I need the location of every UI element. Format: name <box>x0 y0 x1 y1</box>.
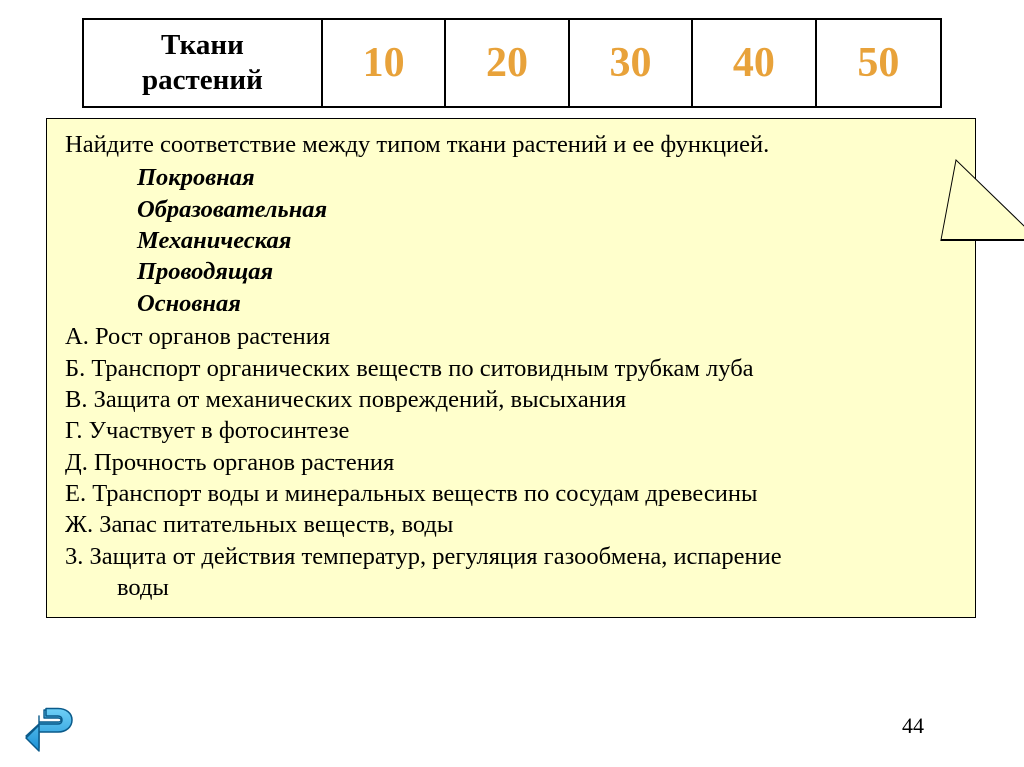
points-40[interactable]: 40 <box>693 20 816 106</box>
option-key: В. <box>65 386 87 413</box>
option-key: Е. <box>65 480 86 507</box>
option-text: Рост органов растения <box>95 323 330 350</box>
option-text: Запас питательных веществ, воды <box>99 511 453 538</box>
points-10[interactable]: 10 <box>323 20 446 106</box>
back-button[interactable] <box>24 705 74 753</box>
option-3-cont: воды <box>117 572 957 603</box>
question-callout: Найдите соответствие между типом ткани р… <box>46 118 976 618</box>
option-text: Защита от механических повреждений, высы… <box>94 386 627 413</box>
tissue-item: Проводящая <box>137 256 957 287</box>
option-text: Участвует в фотосинтезе <box>89 417 350 444</box>
points-table: Ткани растений 10 20 30 40 50 <box>82 18 942 108</box>
option-key: Д. <box>65 449 88 476</box>
option-key: Ж. <box>65 511 93 538</box>
points-30[interactable]: 30 <box>570 20 693 106</box>
tissue-item: Механическая <box>137 225 957 256</box>
option-v: В. Защита от механических повреждений, в… <box>65 384 957 415</box>
option-key: Б. <box>65 355 85 382</box>
option-key: 3. <box>65 543 83 570</box>
tissue-item: Основная <box>137 288 957 319</box>
option-text: Транспорт воды и минеральных веществ по … <box>92 480 757 507</box>
option-g: Г. Участвует в фотосинтезе <box>65 415 957 446</box>
points-20[interactable]: 20 <box>446 20 569 106</box>
option-zh: Ж. Запас питательных веществ, воды <box>65 509 957 540</box>
points-50[interactable]: 50 <box>817 20 940 106</box>
u-turn-arrow-icon <box>24 705 74 753</box>
category-title: Ткани растений <box>84 20 323 106</box>
tissue-item: Покровная <box>137 162 957 193</box>
option-3: 3. Защита от действия температур, регуля… <box>65 541 957 572</box>
option-e: Е. Транспорт воды и минеральных веществ … <box>65 478 957 509</box>
option-a: А. Рост органов растения <box>65 321 957 352</box>
page-number: 44 <box>902 713 924 739</box>
tissue-item: Образовательная <box>137 194 957 225</box>
option-b: Б. Транспорт органических веществ по сит… <box>65 353 957 384</box>
option-text: Транспорт органических веществ по ситови… <box>91 355 753 382</box>
option-key: Г. <box>65 417 83 444</box>
options-block: А. Рост органов растения Б. Транспорт ор… <box>65 321 957 603</box>
option-text: Прочность органов растения <box>94 449 394 476</box>
option-d: Д. Прочность органов растения <box>65 447 957 478</box>
question-text: Найдите соответствие между типом ткани р… <box>65 129 957 160</box>
option-key: А. <box>65 323 89 350</box>
option-text: Защита от действия температур, регуляция… <box>90 543 782 570</box>
